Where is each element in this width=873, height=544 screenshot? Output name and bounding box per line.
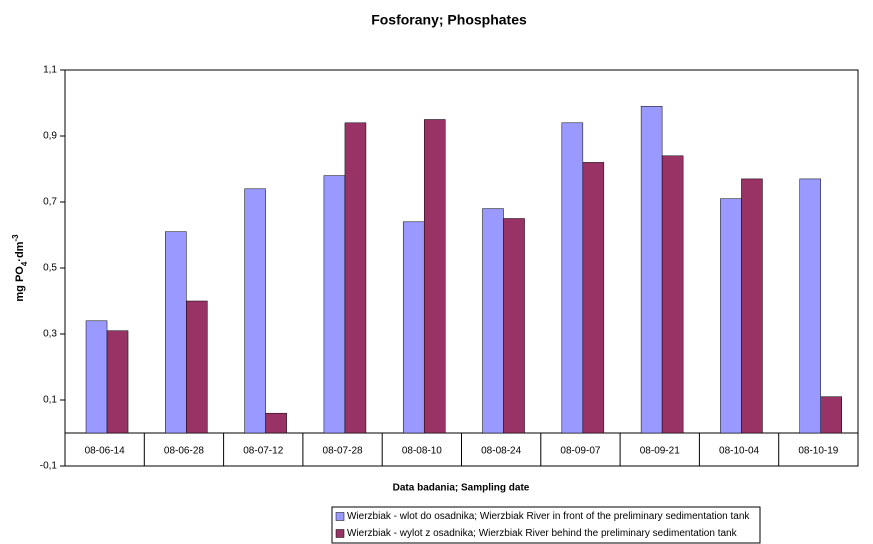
x-tick-label: 08-09-21: [640, 446, 680, 457]
x-tick-label: 08-08-24: [481, 446, 521, 457]
legend-label: Wierzbiak - wylot z osadnika; Wierzbiak …: [347, 528, 738, 539]
bar: [561, 122, 584, 434]
y-tick-label: 1,1: [43, 65, 57, 76]
y-tick-label: 0,3: [43, 329, 57, 340]
bar: [503, 218, 525, 434]
bar: [582, 162, 605, 434]
x-axis-title: Data badania; Sampling date: [393, 483, 530, 494]
y-tick-label: 0,5: [43, 263, 57, 274]
bar: [106, 330, 129, 434]
bar: [165, 231, 187, 434]
bar: [741, 178, 763, 434]
y-axis-title-part: 4: [20, 261, 29, 266]
bar: [402, 221, 425, 434]
y-axis-title-part: -3: [11, 234, 20, 242]
x-tick-label: 08-07-28: [323, 446, 363, 457]
legend-label: Wierzbiak - wlot do osadnika; Wierzbiak …: [347, 511, 750, 522]
y-tick-label: 0,9: [43, 131, 57, 142]
x-tick-label: 08-07-12: [243, 446, 283, 457]
y-tick-label: 0,1: [43, 395, 57, 406]
bar: [661, 155, 684, 434]
bar: [244, 188, 266, 434]
bar: [820, 396, 842, 434]
x-tick-label: 08-09-07: [560, 446, 600, 457]
y-axis-title-part: mg PO: [14, 266, 26, 302]
bar: [344, 122, 367, 434]
x-tick-label: 08-10-04: [719, 446, 759, 457]
bar: [799, 178, 821, 434]
bar: [482, 208, 504, 434]
bar: [85, 320, 108, 434]
legend-box: [331, 506, 761, 544]
bar: [720, 198, 742, 434]
x-tick-label: 08-06-14: [85, 446, 125, 457]
x-tick-label: 08-06-28: [164, 446, 204, 457]
bar: [423, 119, 446, 434]
y-axis-title-part: ·dm: [14, 241, 26, 261]
bar: [186, 300, 208, 434]
legend-swatch: [335, 529, 345, 538]
y-tick-label: 0,7: [43, 197, 57, 208]
legend-swatch: [335, 512, 345, 521]
x-tick-label: 08-10-19: [798, 446, 838, 457]
bar: [265, 412, 287, 434]
y-axis-title: mg PO4·dm-3: [11, 234, 29, 302]
chart-title: Fosforany; Phosphates: [371, 12, 527, 28]
y-tick-label: -0,1: [40, 461, 58, 472]
bar: [323, 175, 346, 434]
x-tick-label: 08-08-10: [402, 446, 442, 457]
bar: [640, 106, 663, 434]
